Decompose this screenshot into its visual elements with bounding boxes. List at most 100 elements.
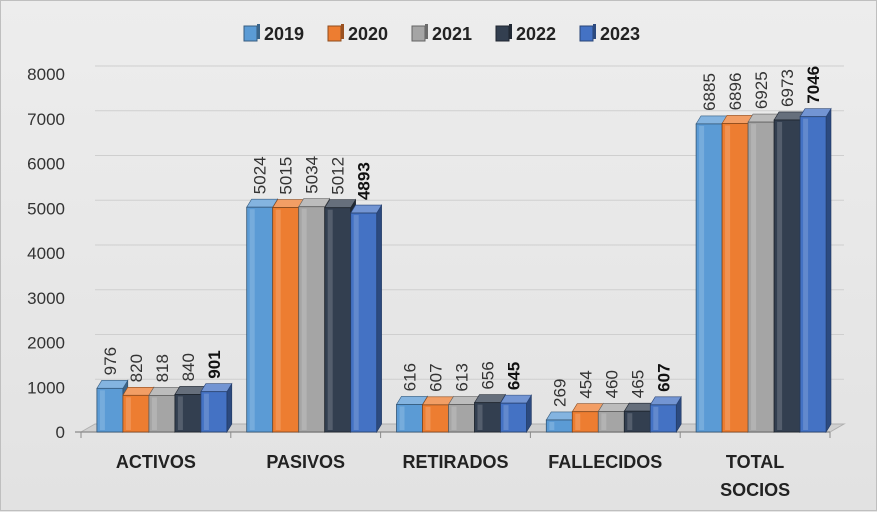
data-label: 818	[153, 354, 172, 382]
legend-item-2019: 2019	[243, 24, 304, 44]
bar-highlight	[353, 215, 359, 430]
legend-label: 2019	[264, 24, 304, 44]
bar-highlight	[549, 421, 555, 430]
legend-swatch-side	[341, 24, 344, 39]
data-label: 820	[127, 354, 146, 382]
y-tick-label: 2000	[27, 334, 65, 353]
legend-swatch	[327, 25, 342, 42]
data-label: 645	[505, 362, 524, 390]
data-label: 4893	[355, 162, 374, 200]
legend-item-2022: 2022	[495, 24, 556, 44]
bar-side	[376, 203, 382, 434]
bar-top	[395, 396, 428, 405]
bar-highlight	[653, 406, 659, 430]
data-label: 607	[654, 363, 673, 391]
bar-2023	[499, 394, 532, 434]
data-label: 613	[453, 363, 472, 391]
legend-swatch-side	[509, 24, 512, 39]
bar-highlight	[477, 404, 483, 430]
y-tick-label: 8000	[27, 65, 65, 84]
data-label: 269	[550, 379, 569, 407]
bar-highlight	[699, 125, 705, 431]
category-label: SOCIOS	[720, 480, 790, 500]
bar-highlight	[301, 208, 307, 430]
legend-swatch	[411, 25, 426, 42]
bar-top	[649, 396, 682, 406]
bar-top	[324, 199, 357, 209]
bar-highlight	[125, 397, 131, 430]
data-label: 616	[401, 363, 420, 391]
bar-highlight	[151, 397, 157, 430]
bar-2020	[122, 386, 155, 434]
bar-side	[825, 107, 832, 434]
bar-top	[96, 380, 129, 389]
data-label: 607	[427, 363, 446, 391]
category-label: FALLECIDOS	[548, 452, 662, 472]
bar-top	[122, 387, 155, 396]
bar-top	[200, 383, 233, 392]
bar-highlight	[575, 413, 581, 430]
legend-swatch	[243, 25, 258, 42]
legend-swatch-side	[593, 24, 596, 39]
data-label: 656	[479, 361, 498, 389]
legend-swatch-side	[425, 24, 428, 39]
bar-highlight	[399, 406, 405, 430]
legend-label: 2020	[348, 24, 388, 44]
legend-label: 2023	[600, 24, 640, 44]
data-label: 5034	[303, 156, 322, 194]
legend-label: 2022	[516, 24, 556, 44]
bar-2022	[623, 402, 656, 434]
y-tick-label: 3000	[27, 289, 65, 308]
data-label: 840	[179, 353, 198, 381]
legend-label: 2021	[432, 24, 472, 44]
legend-swatch	[579, 25, 594, 42]
bar-2023	[799, 107, 832, 434]
bar-highlight	[777, 121, 783, 430]
data-label: 5024	[251, 156, 270, 194]
data-label: 6885	[700, 73, 719, 111]
bar-highlight	[601, 413, 607, 430]
data-label: 901	[205, 350, 224, 378]
bar-highlight	[425, 406, 431, 430]
x-axis: ACTIVOS PASIVOS RETIRADOS FALLECIDOS TOTAL SO…	[116, 452, 790, 500]
bar-highlight	[275, 209, 281, 430]
bars-layer	[96, 107, 832, 434]
data-label: 6925	[752, 71, 771, 109]
legend-swatch	[495, 25, 510, 42]
bar-highlight	[203, 393, 209, 430]
bar-top	[473, 394, 506, 403]
data-label: 465	[628, 370, 647, 398]
category-label: TOTAL	[726, 452, 784, 472]
bar-highlight	[751, 124, 757, 430]
y-tick-label: 6000	[27, 155, 65, 174]
y-tick-label: 4000	[27, 244, 65, 263]
y-tick-label: 1000	[27, 378, 65, 397]
bar-top	[246, 198, 279, 208]
bar-highlight	[503, 405, 509, 430]
legend: 2019 2020 2021 2022 2023	[243, 24, 640, 44]
data-label: 7046	[804, 66, 823, 104]
data-label: 5012	[329, 157, 348, 195]
legend-item-2021: 2021	[411, 24, 472, 44]
y-tick-label: 0	[56, 423, 65, 442]
legend-item-2020: 2020	[327, 24, 388, 44]
bar-top	[499, 394, 532, 404]
grid-layer	[95, 65, 844, 380]
bar-highlight	[725, 125, 731, 431]
legend-item-2023: 2023	[579, 24, 640, 44]
bar-highlight	[627, 413, 633, 430]
bar-top	[799, 108, 832, 117]
data-label: 6896	[726, 73, 745, 111]
bar-2023	[200, 382, 233, 434]
data-label: 976	[101, 347, 120, 375]
category-label: RETIRADOS	[402, 452, 508, 472]
category-label: PASIVOS	[266, 452, 345, 472]
bar-2023	[649, 395, 682, 434]
legend-swatch-side	[257, 24, 260, 39]
data-labels: 976 820 818 840 901 5024 5015 5034 5012 4893 616 60…	[101, 66, 823, 407]
data-label: 460	[602, 370, 621, 398]
bar-highlight	[249, 209, 255, 430]
data-label: 454	[576, 370, 595, 398]
